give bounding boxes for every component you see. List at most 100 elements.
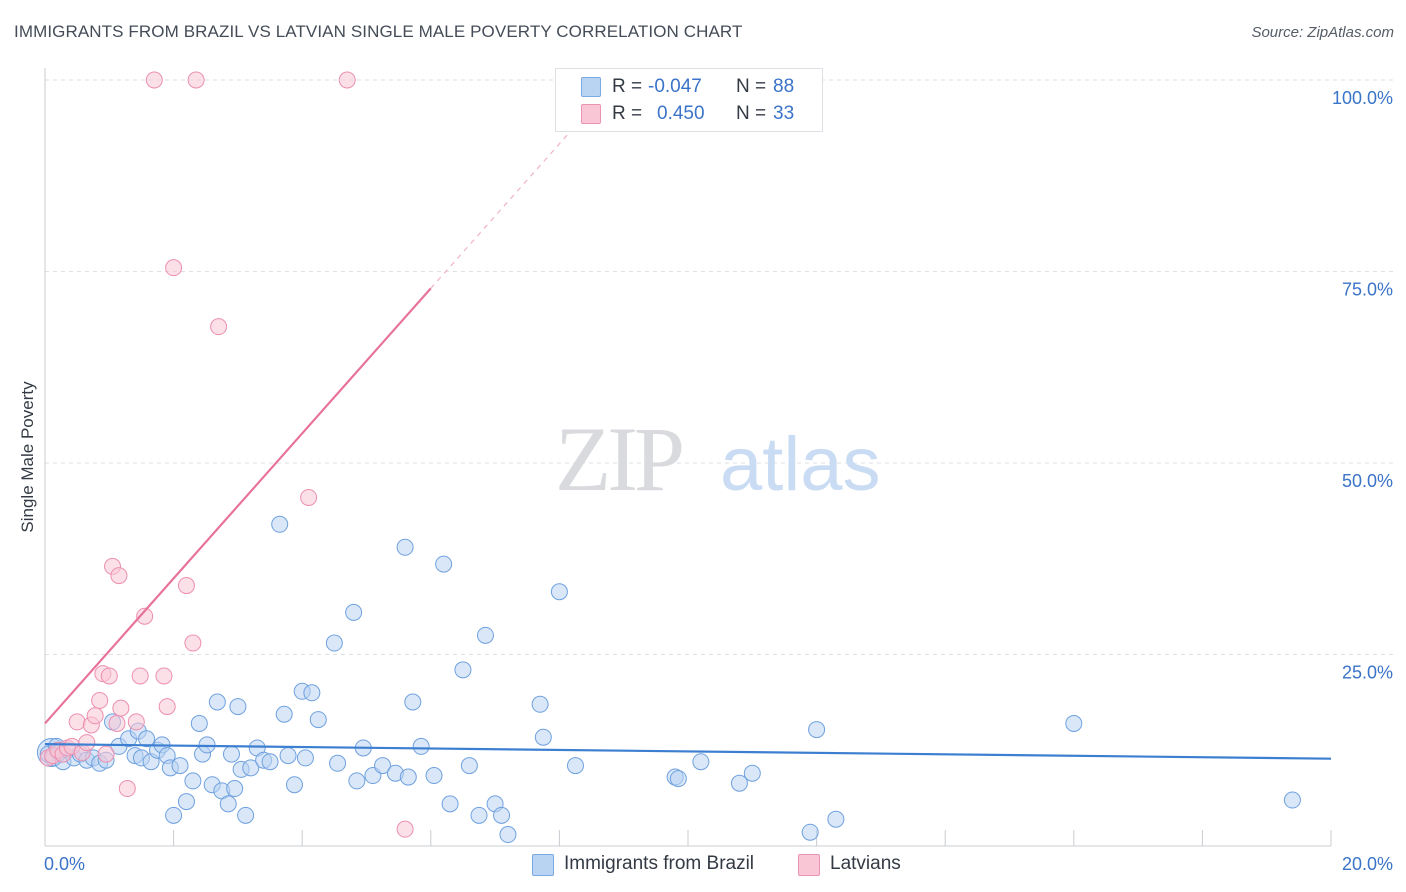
brazil-point <box>412 737 430 755</box>
latvian-point <box>136 607 154 625</box>
y-axis-label: Single Male Poverty <box>18 381 37 533</box>
brazil-point <box>454 661 472 679</box>
y-tick-label: 75.0% <box>1342 280 1393 300</box>
brazil-point <box>309 711 327 729</box>
latvian-point <box>396 820 414 838</box>
latvian-point <box>210 318 228 336</box>
brazil-point <box>138 730 156 748</box>
watermark: ZIP atlas <box>555 408 881 510</box>
brazil-point <box>242 759 260 777</box>
r-label: R = <box>612 76 643 97</box>
legend-row-brazil: R = -0.047 N = 88 <box>556 73 822 99</box>
brazil-point <box>801 823 819 841</box>
legend-swatch-pink <box>798 854 820 876</box>
brazil-point <box>476 626 494 644</box>
brazil-point <box>171 757 189 775</box>
brazil-trendline <box>44 743 1332 760</box>
n-label: N = <box>736 76 767 97</box>
axes <box>44 68 1332 847</box>
latvian-point <box>110 567 128 585</box>
latvian-trendline-extension <box>430 121 580 289</box>
tick-labels: 25.0% 50.0% 75.0% 100.0% 0.0% 20.0% <box>44 88 1393 874</box>
r-value: -0.047 <box>648 76 702 97</box>
trend-layer <box>44 121 1332 760</box>
brazil-point <box>399 768 417 786</box>
brazil-point <box>275 705 293 723</box>
brazil-point <box>348 772 366 790</box>
latvian-point <box>86 707 104 725</box>
n-label: N = <box>736 103 767 124</box>
correlation-legend: R = -0.047 N = 88 R = 0.450 N = 33 <box>555 68 823 132</box>
brazil-point <box>208 693 226 711</box>
latvian-point <box>97 745 115 763</box>
brazil-point <box>165 806 183 824</box>
brazil-point <box>303 684 321 702</box>
brazil-point <box>499 826 517 844</box>
brazil-point <box>441 795 459 813</box>
brazil-point <box>229 698 247 716</box>
brazil-point <box>345 603 363 621</box>
latvian-point <box>127 713 145 731</box>
n-value: 33 <box>773 103 795 124</box>
latvian-point <box>131 667 149 685</box>
legend-swatch-pink <box>581 104 601 124</box>
source-credit: Source: ZipAtlas.com <box>1251 24 1394 41</box>
y-tick-label: 25.0% <box>1342 663 1393 683</box>
latvian-point <box>338 71 356 89</box>
points-layer <box>36 71 1301 844</box>
brazil-point <box>190 714 208 732</box>
y-tick-label: 100.0% <box>1332 88 1393 108</box>
brazil-point <box>425 767 443 785</box>
brazil-point <box>692 753 710 771</box>
watermark-zip: ZIP <box>555 408 682 510</box>
brazil-point <box>374 757 392 775</box>
brazil-point <box>177 793 195 811</box>
legend-swatch-blue <box>581 77 601 97</box>
r-label: R = <box>612 103 643 124</box>
watermark-atlas: atlas <box>720 422 881 507</box>
brazil-point <box>470 806 488 824</box>
latvian-point <box>187 71 205 89</box>
brazil-point <box>279 747 297 765</box>
brazil-point <box>1065 714 1083 732</box>
legend-label-brazil: Immigrants from Brazil <box>564 853 755 874</box>
brazil-point <box>669 770 687 788</box>
brazil-point <box>329 754 347 772</box>
legend-label-latvians: Latvians <box>830 853 901 874</box>
brazil-point <box>827 810 845 828</box>
brazil-point <box>296 749 314 767</box>
brazil-point <box>435 555 453 573</box>
latvian-point <box>300 488 318 506</box>
latvian-trendline <box>44 287 432 725</box>
brazil-point <box>219 795 237 813</box>
latvian-point <box>118 780 136 798</box>
n-value: 88 <box>773 76 795 97</box>
y-tick-label: 50.0% <box>1342 471 1393 491</box>
latvian-point <box>100 667 118 685</box>
latvian-point <box>91 691 109 709</box>
latvian-point <box>165 259 183 277</box>
brazil-point <box>325 634 343 652</box>
brazil-point <box>396 538 414 556</box>
brazil-point <box>531 695 549 713</box>
latvian-point <box>145 71 163 89</box>
brazil-point <box>730 774 748 792</box>
brazil-point <box>285 776 303 794</box>
brazil-point <box>493 806 511 824</box>
brazil-point <box>222 745 240 763</box>
latvian-point <box>184 634 202 652</box>
brazil-point <box>226 780 244 798</box>
brazil-point <box>460 757 478 775</box>
legend-row-latvians: R = 0.450 N = 33 <box>556 100 822 126</box>
r-value: 0.450 <box>657 103 705 124</box>
brazil-point <box>550 583 568 601</box>
legend-swatch-blue <box>532 854 554 876</box>
brazil-point <box>184 772 202 790</box>
latvian-point <box>78 734 96 752</box>
latvian-point <box>112 699 130 717</box>
grid-layer <box>45 79 1393 655</box>
brazil-point <box>566 757 584 775</box>
latvian-point <box>155 667 173 685</box>
brazil-point <box>808 721 826 739</box>
